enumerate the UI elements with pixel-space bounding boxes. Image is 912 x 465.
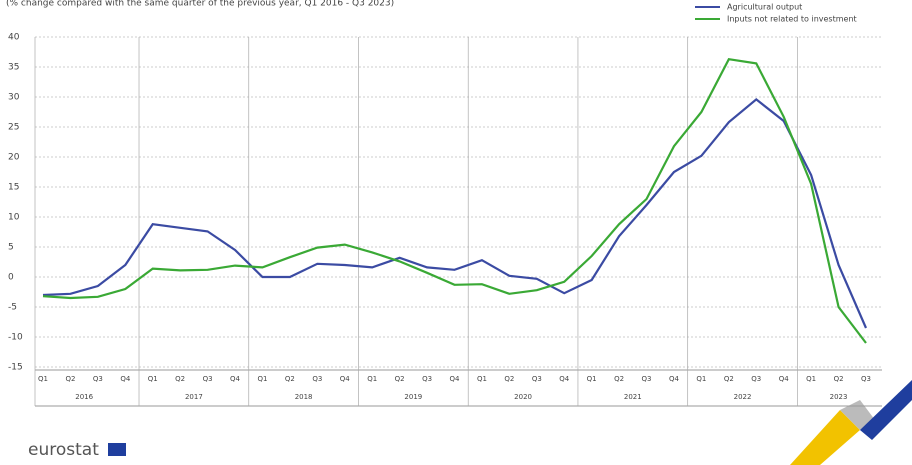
x-tick-label: Q4 [450, 375, 461, 383]
x-tick-label: Q2 [834, 375, 844, 383]
deco [860, 380, 912, 440]
brand-logo: eurostat [28, 440, 99, 460]
x-tick-label: Q4 [340, 375, 351, 383]
x-tick-label: Q4 [230, 375, 241, 383]
x-tick-label: Q1 [38, 375, 48, 383]
deco [840, 400, 875, 430]
x-tick-label: Q2 [724, 375, 734, 383]
year-label: 2019 [404, 393, 422, 401]
year-label: 2016 [75, 393, 93, 401]
y-tick-label: 35 [8, 63, 19, 73]
y-tick-label: 40 [8, 33, 20, 43]
chart-subtitle: (% change compared with the same quarter… [6, 0, 394, 9]
eu-flag [108, 443, 126, 456]
x-tick-label: Q4 [779, 375, 790, 383]
x-tick-label: Q2 [285, 375, 295, 383]
x-tick-label: Q4 [669, 375, 680, 383]
year-label: 2020 [514, 393, 532, 401]
y-tick-label: 25 [8, 123, 19, 133]
x-tick-label: Q3 [203, 375, 213, 383]
year-label: 2023 [830, 393, 848, 401]
year-label: 2022 [734, 393, 752, 401]
y-tick-label: 5 [8, 243, 14, 253]
x-tick-label: Q3 [93, 375, 103, 383]
x-tick-label: Q1 [148, 375, 158, 383]
x-tick-label: Q3 [642, 375, 652, 383]
x-tick-label: Q2 [504, 375, 514, 383]
x-tick-label: Q1 [477, 375, 487, 383]
year-label: 2018 [295, 393, 313, 401]
year-label: 2017 [185, 393, 203, 401]
x-tick-label: Q4 [120, 375, 131, 383]
x-tick-label: Q1 [806, 375, 816, 383]
x-tick-label: Q3 [532, 375, 542, 383]
year-label: 2021 [624, 393, 642, 401]
x-tick-label: Q1 [257, 375, 267, 383]
y-tick-label: 15 [8, 183, 19, 193]
x-tick-label: Q2 [614, 375, 624, 383]
y-tick-label: 10 [8, 213, 20, 223]
y-tick-label: 30 [8, 93, 20, 103]
x-tick-label: Q1 [587, 375, 597, 383]
y-tick-label: 20 [8, 153, 20, 163]
legend-label: Agricultural output [727, 3, 802, 12]
x-tick-label: Q1 [367, 375, 377, 383]
x-tick-label: Q3 [422, 375, 432, 383]
x-tick-label: Q3 [312, 375, 322, 383]
x-tick-label: Q2 [175, 375, 185, 383]
deco [790, 410, 860, 465]
x-tick-label: Q1 [696, 375, 706, 383]
y-tick-label: -10 [8, 333, 23, 343]
y-tick-label: -15 [8, 363, 23, 373]
series-line [42, 57, 867, 344]
x-tick-label: Q3 [861, 375, 871, 383]
legend-label: Inputs not related to investment [727, 15, 857, 24]
x-tick-label: Q2 [395, 375, 405, 383]
series-line [42, 97, 868, 329]
x-tick-label: Q4 [559, 375, 570, 383]
y-tick-label: -5 [8, 303, 17, 313]
y-tick-label: 0 [8, 273, 14, 283]
x-tick-label: Q2 [65, 375, 75, 383]
x-tick-label: Q3 [751, 375, 761, 383]
